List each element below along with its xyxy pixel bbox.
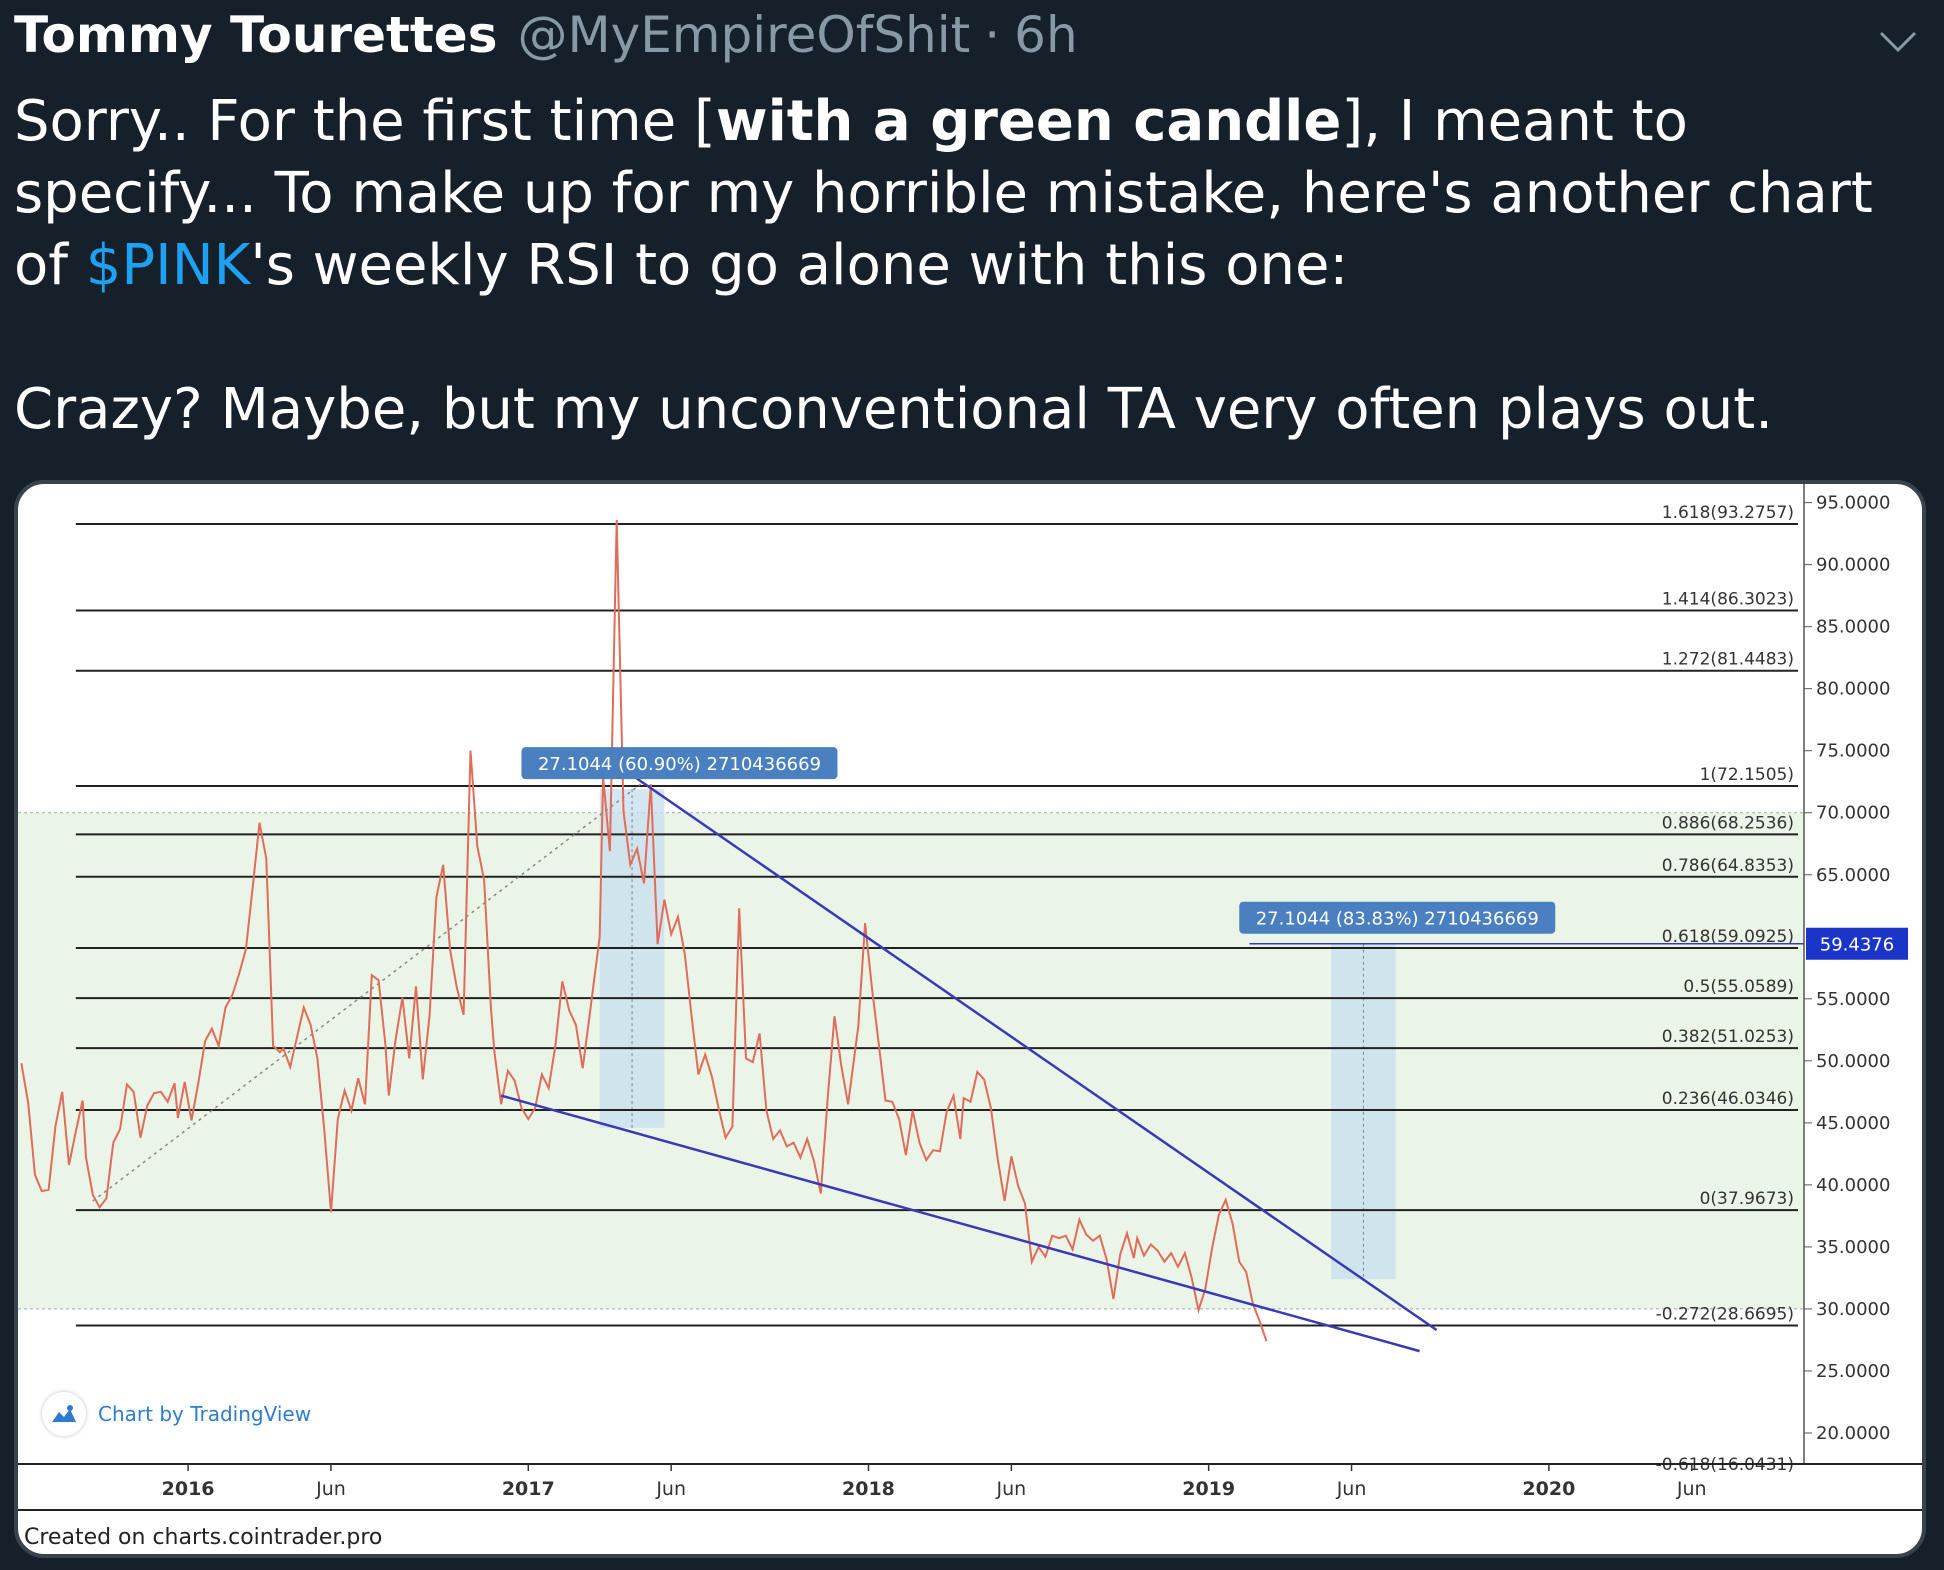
display-name[interactable]: Tommy Tourettes [14, 6, 498, 64]
y-tick-label: 45.0000 [1816, 1113, 1890, 1134]
x-tick-label: Jun [655, 1478, 686, 1500]
tweet-text-part1: Sorry.. For the first time [ [14, 89, 716, 154]
x-tick-label: Jun [1676, 1478, 1707, 1500]
fib-level-label: -0.272(28.6695) [1656, 1304, 1794, 1324]
cashtag-link[interactable]: $PINK [85, 233, 251, 298]
fib-level-label: 0.886(68.2536) [1662, 813, 1794, 833]
x-tick-label: 2018 [842, 1478, 895, 1500]
tweet-text-part2: ], I meant to specify... To make up for … [14, 89, 1873, 298]
chevron-down-icon[interactable] [1878, 30, 1918, 54]
rsi-chart: 1.618(93.2757) 1.414(86.3023) 1.272(81.448… [18, 484, 1922, 1511]
separator-dot: · [984, 6, 1001, 64]
measure-label-bg [1239, 901, 1556, 934]
rsi-series-line [20, 519, 1268, 1342]
fib-level-label: 0(37.9673) [1700, 1189, 1794, 1209]
y-tick-label: 50.0000 [1816, 1051, 1890, 1072]
y-tick-label: 85.0000 [1816, 617, 1890, 638]
measure-label-bg [521, 747, 838, 780]
fib-level-label: 1.618(93.2757) [1662, 503, 1794, 523]
x-tick-label: 2017 [502, 1478, 555, 1500]
fib-level-label: 1(72.1505) [1700, 765, 1794, 785]
tweet-text-part3: 's weekly RSI to go alone with this one: [250, 233, 1349, 298]
fib-level-label: 1.414(86.3023) [1662, 590, 1794, 610]
tweet-header: Tommy Tourettes @MyEmpireOfShit · 6h [14, 6, 1924, 78]
tweet-timestamp[interactable]: 6h [1014, 6, 1078, 64]
measure-label-text: 27.1044 (83.83%) 2710436669 [1256, 909, 1539, 930]
y-tick-label: 75.0000 [1816, 741, 1890, 762]
measure-label-text: 27.1044 (60.90%) 2710436669 [538, 754, 821, 775]
x-tick-label: 2016 [162, 1478, 215, 1500]
fib-level-label: 0.618(59.0925) [1662, 927, 1794, 947]
fib-level-label: 0.382(51.0253) [1662, 1027, 1794, 1047]
current-value-badge[interactable] [1806, 927, 1908, 960]
fib-level-label: 1.272(81.4483) [1662, 650, 1794, 670]
y-tick-label: 90.0000 [1816, 555, 1890, 576]
y-tick-label: 40.0000 [1816, 1175, 1890, 1196]
user-handle[interactable]: @MyEmpireOfShit [517, 6, 971, 64]
y-tick-label: 25.0000 [1816, 1361, 1890, 1382]
tradingview-watermark[interactable]: Chart by TradingView [42, 1392, 311, 1436]
chart-source-footer: Created on charts.cointrader.pro [24, 1525, 383, 1550]
rsi-zone-fill [18, 812, 1804, 1309]
fib-level-label: 0.786(64.8353) [1662, 856, 1794, 876]
tweet-paragraph-2: Crazy? Maybe, but my unconventional TA v… [14, 377, 1773, 442]
current-value-label: 59.4376 [1820, 935, 1894, 956]
y-tick-label: 95.0000 [1816, 493, 1890, 514]
y-tick-label: 35.0000 [1816, 1237, 1890, 1258]
trendline[interactable] [500, 1094, 1420, 1353]
x-tick-label: 2019 [1182, 1478, 1235, 1500]
tweet-media-chart[interactable]: 1.618(93.2757) 1.414(86.3023) 1.272(81.448… [14, 480, 1926, 1558]
fib-level-label: 0.5(55.0589) [1683, 977, 1794, 997]
y-tick-label: 30.0000 [1816, 1299, 1890, 1320]
trendline[interactable] [622, 768, 1438, 1332]
tweet-text: Sorry.. For the first time [with a green… [14, 86, 1914, 446]
y-tick-label: 55.0000 [1816, 989, 1890, 1010]
y-tick-label: 65.0000 [1816, 865, 1890, 886]
y-tick-label: 20.0000 [1816, 1423, 1890, 1444]
fib-level-label: 0.236(46.0346) [1662, 1089, 1794, 1109]
y-tick-label: 70.0000 [1816, 803, 1890, 824]
tradingview-watermark-text: Chart by TradingView [98, 1402, 312, 1426]
y-tick-label: 80.0000 [1816, 679, 1890, 700]
x-tick-label: Jun [315, 1478, 346, 1500]
tweet-paragraph-1: Sorry.. For the first time [with a green… [14, 86, 1914, 302]
x-tick-label: Jun [996, 1478, 1027, 1500]
tradingview-logo-icon [42, 1392, 86, 1436]
tweet-text-bold: with a green candle [715, 89, 1342, 154]
x-tick-label: 2020 [1522, 1478, 1575, 1500]
x-tick-label: Jun [1336, 1478, 1367, 1500]
fib-anchor-dotted-line [92, 783, 642, 1202]
